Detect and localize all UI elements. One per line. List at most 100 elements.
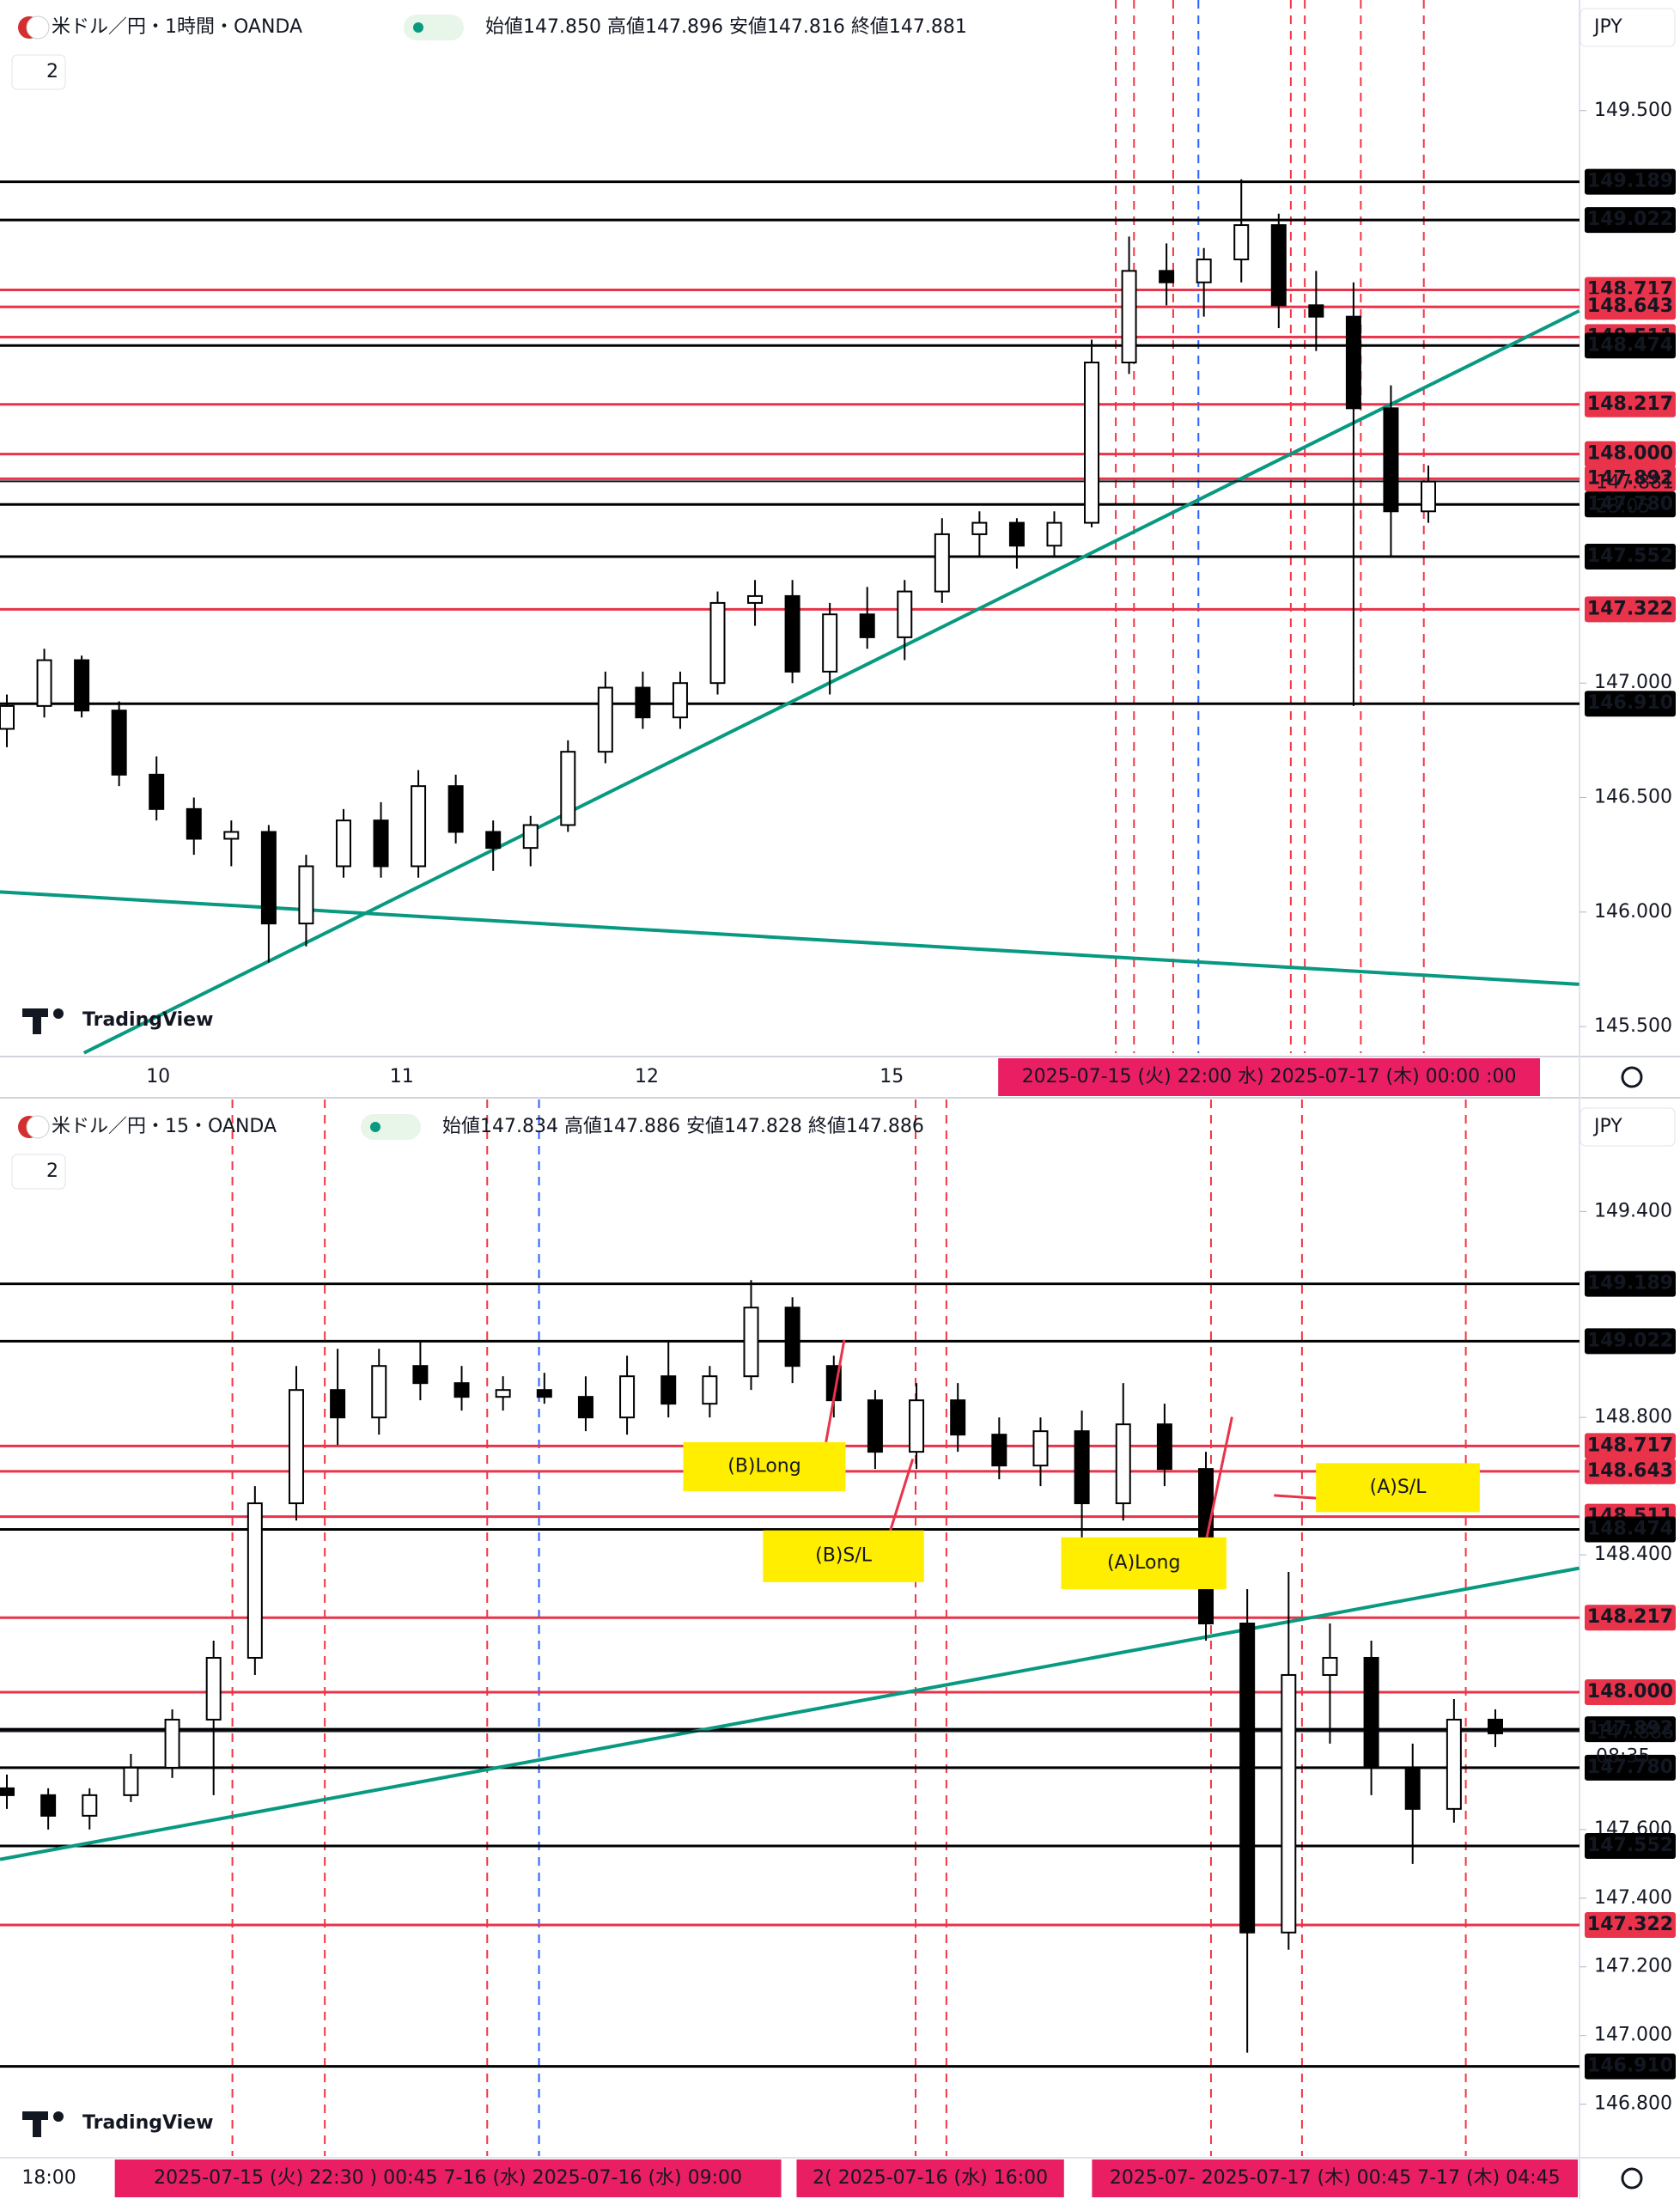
candle-body (40, 1794, 57, 1817)
candle-body (1363, 1656, 1379, 1769)
time-highlight: 2025-07-15 (火) 22:00 水) 2025-07-17 (木) 0… (1022, 1066, 1517, 1087)
candle-body (36, 659, 52, 707)
level-label: 147.780 (1587, 493, 1673, 515)
candle-body (0, 704, 15, 730)
level-label: 147.552 (1587, 545, 1673, 567)
candle-body (1008, 521, 1025, 547)
candle-body (597, 686, 613, 753)
countdown: 23:05 (1596, 496, 1650, 517)
level-label: 147.892 (1587, 1718, 1673, 1739)
level-label: 147.892 (1587, 467, 1673, 489)
last-price-label: 147.881 (1596, 472, 1674, 493)
symbol-title: 米ドル／円・1時間・OANDA (52, 16, 302, 38)
candle-body (991, 1434, 1007, 1467)
level-label: 149.022 (1587, 209, 1673, 230)
x-tick-label: 10 (146, 1066, 170, 1087)
candle-body (822, 613, 838, 673)
candle-body (1074, 1430, 1090, 1505)
candle-body (522, 824, 539, 850)
candle-body (1115, 1423, 1131, 1505)
indicator-count[interactable]: 2 (46, 61, 58, 82)
time-highlight-bg (998, 1058, 1540, 1096)
time-highlight: 2025-07- 2025-07-17 (木) 00:45 7-17 (木) 0… (1110, 2167, 1561, 2189)
x-tick-label: 12 (635, 1066, 659, 1087)
level-label-bg (1585, 1678, 1676, 1705)
level-label: 146.910 (1587, 2056, 1673, 2077)
status-pill (404, 15, 464, 40)
x-tick-label: 15 (880, 1066, 904, 1087)
level-label: 148.474 (1587, 334, 1673, 356)
level-label-bg (1585, 596, 1676, 623)
logo: TradingView (82, 1009, 213, 1031)
level-label-bg (1585, 466, 1676, 492)
candle-body (411, 785, 427, 868)
candle-body (702, 1375, 718, 1405)
y-tick-label: 147.200 (1594, 1956, 1672, 1977)
annotation-arrow (825, 1339, 846, 1443)
candle-body (186, 807, 202, 840)
logo-mark (33, 1008, 41, 1034)
trendline (0, 1566, 1580, 1861)
logo-mark (53, 1008, 64, 1019)
time-highlight-bg (796, 2159, 1064, 2197)
annotation: (A)S/L (1370, 1477, 1427, 1498)
level-label: 148.717 (1587, 1435, 1673, 1456)
candle-body (934, 533, 950, 593)
candle-body (950, 1399, 966, 1436)
candle-body (672, 682, 688, 719)
level-label: 147.322 (1587, 598, 1673, 619)
candle-body (74, 659, 90, 712)
candle-body (485, 831, 502, 850)
candle-body (223, 831, 240, 840)
candle-body (867, 1399, 883, 1453)
candle-body (897, 590, 913, 638)
settings-icon[interactable] (1621, 1066, 1643, 1088)
logo-mark (53, 2111, 64, 2122)
settings-icon[interactable] (1621, 2167, 1643, 2190)
annotation-box (1316, 1463, 1480, 1513)
candle-body (373, 819, 389, 868)
candle-body (1421, 480, 1436, 513)
level-label-bg (1585, 1716, 1676, 1743)
level-label-bg (1585, 1911, 1676, 1938)
candle-body (123, 1766, 139, 1796)
candle-body (660, 1375, 677, 1405)
candle-body (635, 686, 651, 719)
annotation-box (1061, 1537, 1227, 1590)
currency-button[interactable] (1580, 1107, 1676, 1147)
candle-body (1322, 1656, 1338, 1676)
level-label-bg (1585, 1605, 1676, 1631)
y-tick-label: 148.400 (1594, 1544, 1672, 1565)
y-tick-label: 149.500 (1594, 100, 1672, 121)
candle-body (784, 1307, 800, 1368)
candle-body (1383, 407, 1399, 513)
level-label: 148.000 (1587, 443, 1673, 465)
status-dot (370, 1122, 380, 1132)
currency[interactable]: JPY (1592, 16, 1622, 38)
status-pill (361, 1114, 421, 1140)
annotation-box (683, 1441, 846, 1491)
candle-body (743, 1307, 759, 1378)
candle-body (747, 594, 764, 604)
currency[interactable]: JPY (1592, 1116, 1622, 1137)
candle-body (247, 1502, 263, 1659)
y-tick-label: 146.800 (1594, 2093, 1672, 2115)
indicator-toggle[interactable] (11, 54, 66, 90)
level-label: 147.780 (1587, 1757, 1673, 1778)
y-tick-label: 145.500 (1594, 1015, 1672, 1037)
indicator-count[interactable]: 2 (46, 1160, 58, 1182)
y-tick-label: 146.500 (1594, 786, 1672, 807)
candle-body (335, 819, 351, 868)
annotation-box (763, 1530, 924, 1582)
candle-body (1032, 1430, 1049, 1467)
candle-body (560, 751, 576, 826)
candle-body (205, 1656, 222, 1721)
currency-button[interactable] (1580, 8, 1676, 47)
level-label: 148.217 (1587, 1606, 1673, 1628)
indicator-toggle[interactable] (11, 1154, 66, 1190)
level-label-bg (1585, 1270, 1676, 1297)
candle-body (577, 1396, 593, 1419)
status-dot (413, 22, 423, 33)
